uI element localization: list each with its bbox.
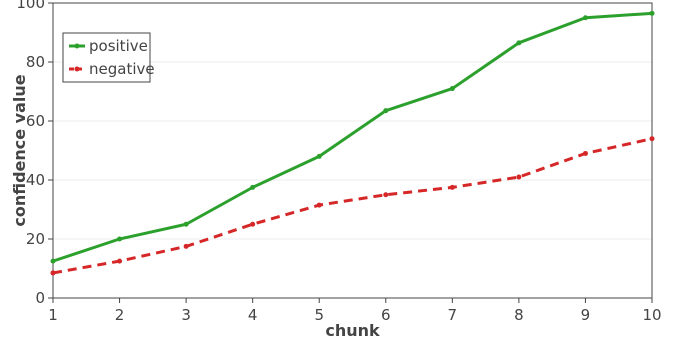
series-line-negative: [52, 137, 653, 275]
data-point-negative: [516, 174, 522, 180]
y-tick-label: 100: [16, 0, 45, 12]
data-point-positive: [582, 15, 588, 21]
grid: [53, 61, 652, 240]
data-point-negative: [316, 202, 322, 208]
legend-label-positive: positive: [89, 37, 148, 55]
series-area: [50, 10, 655, 276]
legend-box: [62, 32, 151, 83]
legend-marker-positive: [74, 43, 80, 49]
data-point-positive: [383, 108, 389, 114]
x-tick-label: 6: [381, 306, 391, 324]
data-point-negative: [117, 258, 123, 264]
plot-frame: [52, 2, 653, 299]
data-point-positive: [183, 221, 189, 227]
x-tick-label: 5: [314, 306, 324, 324]
data-point-negative: [250, 221, 256, 227]
data-point-negative: [50, 270, 56, 276]
y-tick-label: 0: [35, 289, 45, 307]
legend-marker-negative: [74, 66, 80, 72]
y-tick-label: 20: [26, 230, 45, 248]
data-point-negative: [582, 150, 588, 156]
x-tick-label: 3: [181, 306, 191, 324]
data-point-positive: [50, 258, 56, 264]
data-point-positive: [649, 10, 655, 16]
data-point-negative: [649, 136, 655, 142]
data-point-positive: [516, 40, 522, 46]
y-axis-title: confidence value: [10, 74, 29, 226]
data-point-positive: [316, 153, 322, 159]
legend-label-negative: negative: [89, 60, 155, 78]
legend: positive negative: [62, 32, 155, 83]
data-point-negative: [449, 184, 455, 190]
series-line-positive: [52, 11, 653, 263]
x-tick-label: 10: [642, 306, 661, 324]
y-tick-label: 60: [26, 112, 45, 130]
y-tick-label: 80: [26, 53, 45, 71]
data-point-negative: [383, 192, 389, 198]
y-tick-label: 40: [26, 171, 45, 189]
data-point-positive: [117, 236, 123, 242]
x-tick-label: 4: [248, 306, 258, 324]
x-tick-label: 8: [514, 306, 524, 324]
x-axis-title: chunk: [325, 321, 380, 340]
data-point-negative: [183, 243, 189, 249]
x-tick-label: 2: [115, 306, 125, 324]
x-tick-label: 1: [48, 306, 58, 324]
x-tick-label: 7: [448, 306, 458, 324]
x-tick-label: 9: [581, 306, 591, 324]
data-point-positive: [449, 86, 455, 92]
data-point-positive: [250, 184, 256, 190]
